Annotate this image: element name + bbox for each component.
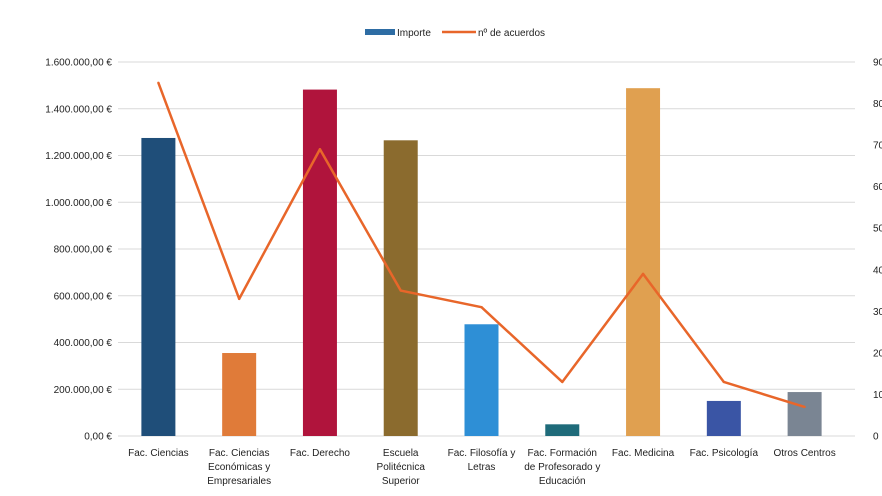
y-tick-label: 600.000,00 € [54,291,113,302]
y-tick-label: 400.000,00 € [54,338,113,349]
category-labels: Fac. Ciencias Fac. Ciencias Económicas y Em… [128,448,836,487]
legend-label-importe: Importe [397,28,431,39]
y2-tick-label: 80 [873,99,882,110]
y2-tick-label: 30 [873,307,882,318]
bar [222,353,257,436]
line-point [157,81,160,84]
category-label: Fac. Filosofía y Letras [448,448,516,473]
y2-tick-label: 0 [873,432,879,443]
category-label: Escuela Politécnica Superior [377,448,426,487]
line-point [803,405,806,409]
y-tick-label: 800.000,00 € [54,245,113,256]
bar [464,324,499,436]
category-label: Fac. Ciencias [128,448,189,459]
line-point [722,380,726,384]
line-point [561,380,564,384]
y2-tick-label: 20 [873,348,882,359]
y-tick-label: 1.400.000,00 € [45,104,112,115]
y2-tick-label: 10 [873,390,882,401]
bars [141,88,822,437]
y2-tick-label: 60 [873,182,882,193]
bar [302,89,337,437]
y-tick-label: 0,00 € [84,432,112,443]
y-tick-label: 200.000,00 € [54,385,113,396]
secondary-axis-ticks: 0 10 20 30 40 50 60 70 80 90 [873,58,882,443]
bar [141,137,176,436]
category-label: Fac. Formación de Profesorado y Educación [524,448,600,487]
category-label: Fac. Medicina [612,448,675,459]
category-label: Fac. Psicología [690,448,759,459]
y2-tick-label: 70 [873,141,882,152]
primary-axis-ticks: 0,00 € 200.000,00 € 400.000,00 € 600.000,00… [45,58,112,443]
y2-tick-label: 90 [873,58,882,69]
agreements-line [157,81,806,409]
y-tick-label: 1.200.000,00 € [45,151,112,162]
legend-label-acuerdos: nº de acuerdos [478,28,545,39]
y2-tick-label: 40 [873,265,882,276]
category-label: Otros Centros [773,448,835,459]
category-label: Fac. Derecho [290,448,350,459]
line-point [480,305,483,309]
line-point [399,289,402,292]
y2-tick-label: 50 [873,224,882,235]
line-point [237,297,241,301]
legend-swatch-importe [365,29,395,35]
bar [626,88,661,437]
line-point [641,272,645,276]
legend: Importe nº de acuerdos [365,28,545,39]
bar [545,424,580,436]
line-point [318,148,322,151]
y-tick-label: 1.600.000,00 € [45,58,112,69]
category-label: Fac. Ciencias Económicas y Empresariales [207,448,271,487]
y-tick-label: 1.000.000,00 € [45,198,112,209]
bar [787,392,822,436]
bar [706,400,741,436]
